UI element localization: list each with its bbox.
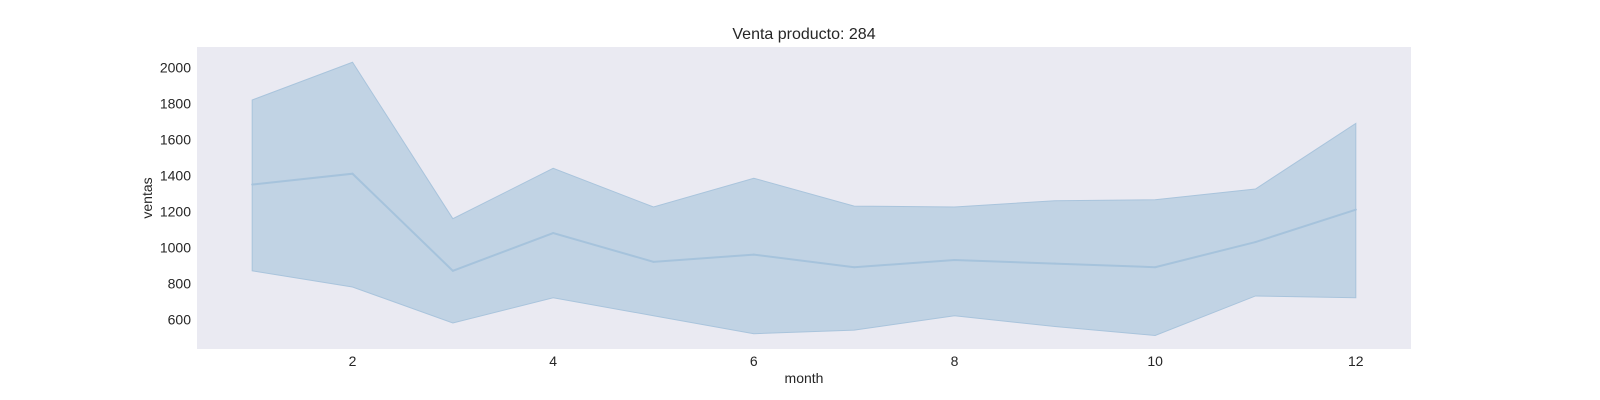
y-tick-label: 1800 [160, 96, 191, 112]
x-tick-label: 4 [549, 353, 557, 369]
x-tick-label: 10 [1147, 353, 1163, 369]
y-tick-label: 800 [168, 275, 192, 291]
data-point [251, 183, 254, 186]
data-point [552, 232, 555, 235]
y-tick-label: 1200 [160, 203, 191, 219]
x-tick-label: 8 [951, 353, 959, 369]
data-point [953, 259, 956, 262]
data-point [752, 253, 755, 256]
y-tick-label: 600 [168, 311, 192, 327]
series-line [252, 172, 1357, 272]
y-tick-label: 1400 [160, 168, 191, 184]
y-axis-label: ventas [139, 177, 155, 218]
chart-title: Venta producto: 284 [732, 26, 875, 43]
x-tick-label: 12 [1348, 353, 1364, 369]
data-point [652, 260, 655, 263]
x-axis-label: month [785, 370, 824, 386]
x-tick-label: 2 [349, 353, 357, 369]
data-point [1254, 241, 1257, 244]
data-point [1354, 208, 1357, 211]
y-tick-label: 1000 [160, 239, 191, 255]
x-tick-label: 6 [750, 353, 758, 369]
data-point [1154, 266, 1157, 269]
data-point [853, 266, 856, 269]
data-point [1053, 262, 1056, 265]
y-tick-label: 2000 [160, 60, 191, 76]
confidence-band [251, 61, 1357, 337]
y-tick-label: 1600 [160, 132, 191, 148]
data-point [451, 269, 454, 272]
data-point [351, 172, 354, 175]
